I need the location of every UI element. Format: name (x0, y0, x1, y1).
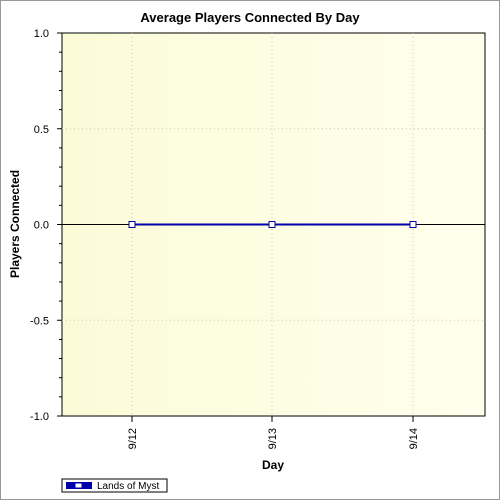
x-tick-label: 9/13 (267, 428, 279, 449)
grid (62, 33, 485, 416)
legend: Lands of Myst (61, 478, 168, 493)
legend-label: Lands of Myst (97, 481, 159, 492)
x-axis-ticks: 9/12 9/13 9/14 (127, 416, 420, 449)
y-axis-label: Players Connected (8, 170, 22, 278)
y-minor-ticks (59, 51, 62, 398)
y-axis-ticks: 1.0 0.5 0.0 -0.5 -1.0 (30, 28, 62, 423)
y-tick-label: -1.0 (30, 411, 49, 423)
data-point (409, 221, 417, 228)
x-axis-label: Day (262, 458, 284, 472)
x-tick-label: 9/12 (127, 428, 139, 449)
y-tick-label: -0.5 (30, 315, 49, 327)
series-lands-of-myst (128, 221, 417, 228)
legend-marker (74, 482, 83, 489)
y-tick-label: 0.0 (34, 220, 49, 232)
data-point (268, 221, 276, 228)
y-tick-label: 1.0 (34, 28, 49, 40)
chart-title: Average Players Connected By Day (140, 10, 360, 25)
data-point (128, 221, 136, 228)
x-tick-label: 9/14 (408, 428, 420, 449)
y-tick-label: 0.5 (34, 124, 49, 136)
